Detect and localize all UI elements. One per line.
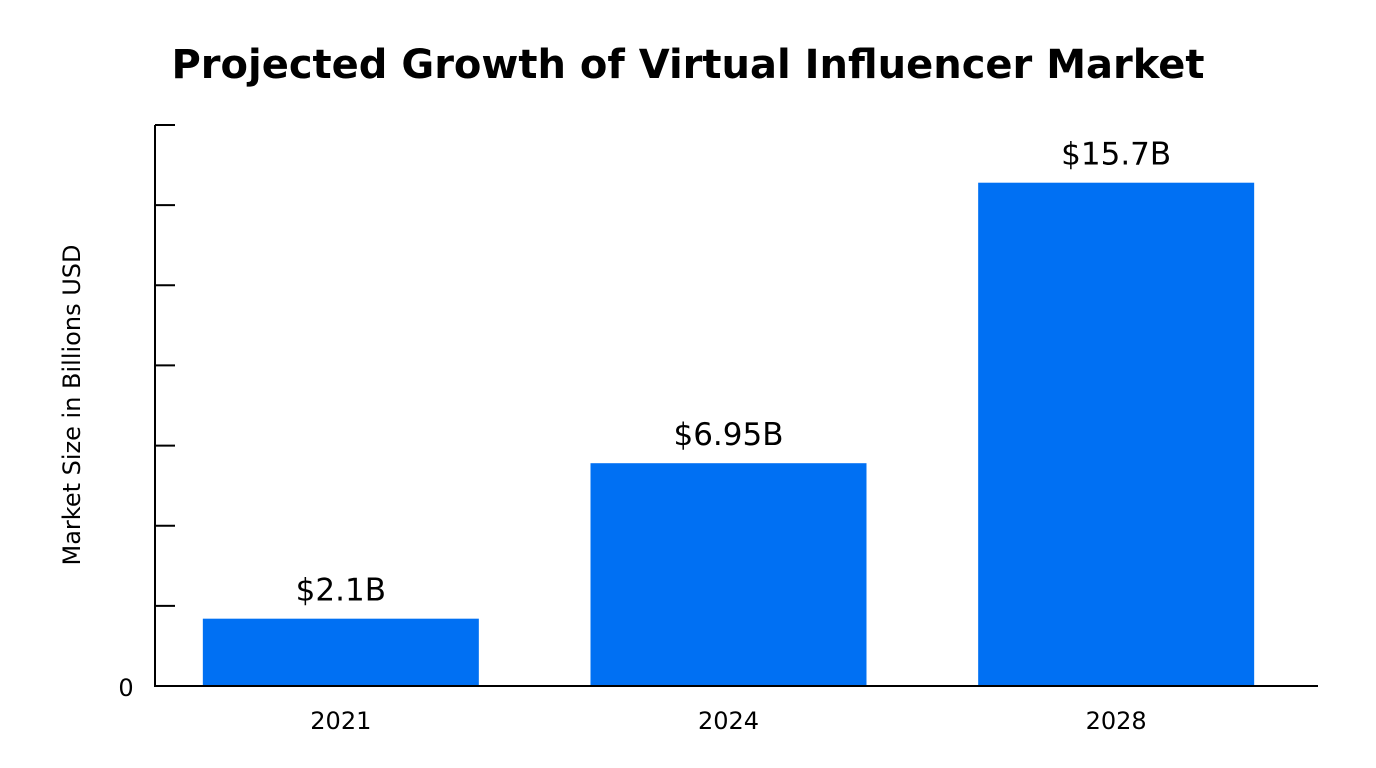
- y-tick-label-0: 0: [118, 674, 133, 702]
- x-tick-label-2021: 2021: [310, 707, 371, 735]
- bar-2024: [590, 463, 867, 686]
- x-tick-label-2028: 2028: [1086, 707, 1147, 735]
- y-axis-label: Market Size in Billions USD: [58, 245, 86, 566]
- bar-2028: [978, 182, 1255, 686]
- data-label-2024: $6.95B: [673, 417, 783, 453]
- bar-2021: [202, 618, 479, 686]
- x-tick-label-2024: 2024: [698, 707, 759, 735]
- data-label-2021: $2.1B: [296, 573, 386, 609]
- data-label-2028: $15.7B: [1061, 137, 1171, 173]
- chart-title: Projected Growth of Virtual Influencer M…: [171, 42, 1204, 88]
